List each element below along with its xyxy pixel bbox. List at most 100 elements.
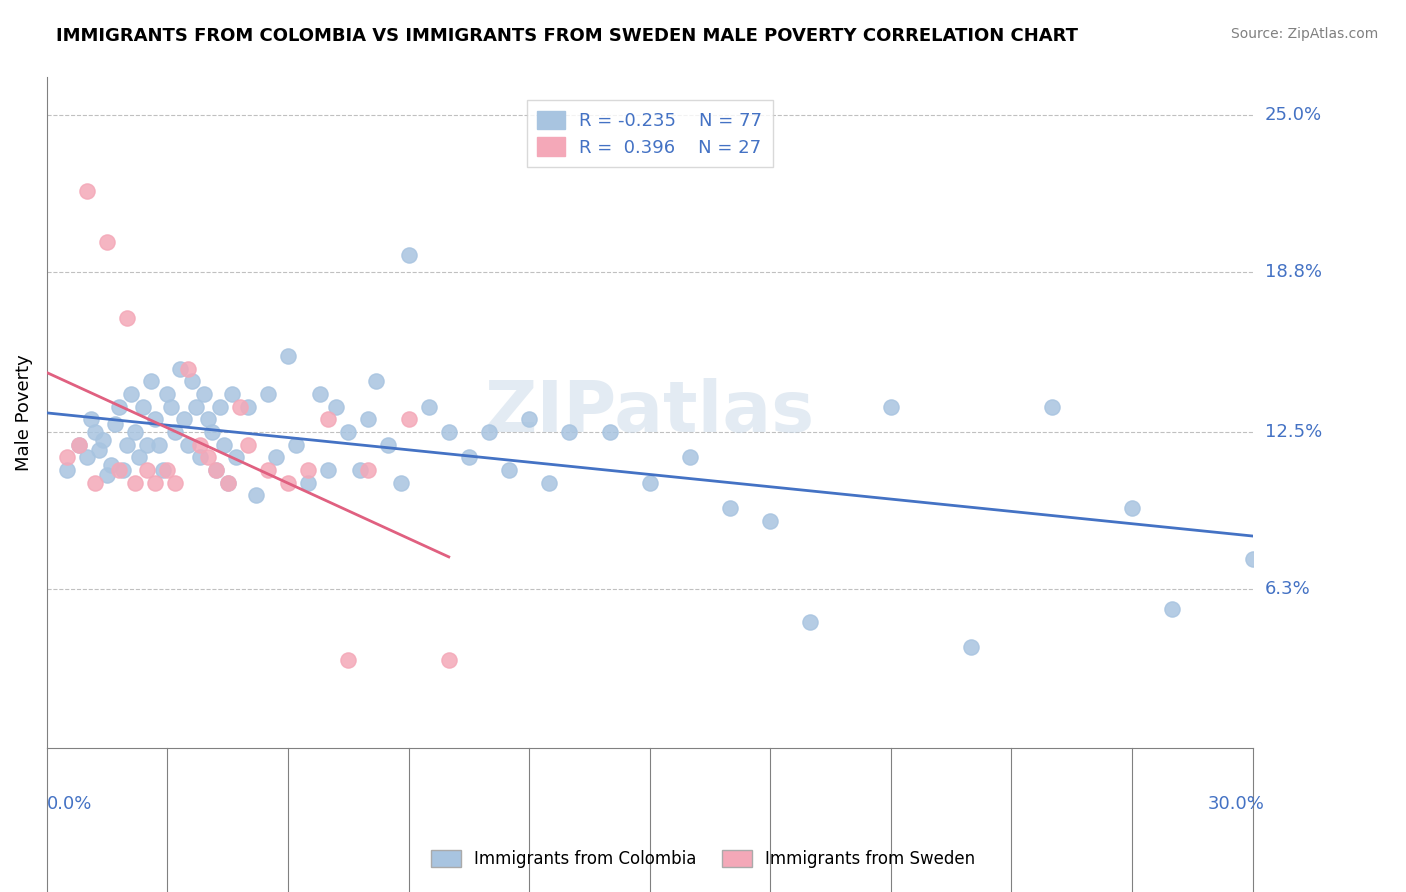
Point xyxy=(104,417,127,432)
Point xyxy=(880,400,903,414)
Text: 25.0%: 25.0% xyxy=(1264,106,1322,124)
Point xyxy=(132,400,155,414)
Point xyxy=(285,437,308,451)
Point xyxy=(1040,400,1063,414)
Point xyxy=(357,463,380,477)
Point xyxy=(638,475,661,490)
Point xyxy=(418,400,440,414)
Point xyxy=(309,387,332,401)
Point xyxy=(389,475,412,490)
Point xyxy=(80,412,103,426)
Text: IMMIGRANTS FROM COLOMBIA VS IMMIGRANTS FROM SWEDEN MALE POVERTY CORRELATION CHAR: IMMIGRANTS FROM COLOMBIA VS IMMIGRANTS F… xyxy=(56,27,1078,45)
Point xyxy=(156,463,179,477)
Point xyxy=(165,425,187,439)
Point xyxy=(538,475,561,490)
Point xyxy=(176,361,198,376)
Point xyxy=(124,475,146,490)
Point xyxy=(145,412,167,426)
Point xyxy=(478,425,501,439)
Point xyxy=(377,437,399,451)
Point xyxy=(517,412,540,426)
Point xyxy=(56,450,79,465)
Point xyxy=(148,437,170,451)
Point xyxy=(437,425,460,439)
Point xyxy=(204,463,226,477)
Point xyxy=(136,437,159,451)
Point xyxy=(229,400,252,414)
Point xyxy=(759,514,782,528)
Point xyxy=(76,450,98,465)
Point xyxy=(217,475,239,490)
Point xyxy=(257,387,280,401)
Point xyxy=(212,437,235,451)
Point xyxy=(349,463,371,477)
Point xyxy=(76,185,98,199)
Point xyxy=(91,433,114,447)
Text: 12.5%: 12.5% xyxy=(1264,423,1322,441)
Point xyxy=(799,615,821,629)
Point xyxy=(173,412,195,426)
Point xyxy=(437,653,460,667)
Point xyxy=(297,463,319,477)
Point xyxy=(188,450,211,465)
Legend: R = -0.235    N = 77, R =  0.396    N = 27: R = -0.235 N = 77, R = 0.396 N = 27 xyxy=(527,100,773,168)
Point xyxy=(84,475,107,490)
Point xyxy=(145,475,167,490)
Point xyxy=(197,450,219,465)
Point xyxy=(193,387,215,401)
Point xyxy=(204,463,226,477)
Point xyxy=(117,311,139,326)
Text: Source: ZipAtlas.com: Source: ZipAtlas.com xyxy=(1230,27,1378,41)
Point xyxy=(1241,551,1264,566)
Point xyxy=(160,400,183,414)
Point xyxy=(156,387,179,401)
Point xyxy=(366,374,388,388)
Text: 18.8%: 18.8% xyxy=(1264,263,1322,281)
Text: ZIPatlas: ZIPatlas xyxy=(485,378,815,448)
Point xyxy=(124,425,146,439)
Point xyxy=(56,463,79,477)
Point xyxy=(457,450,479,465)
Point xyxy=(236,437,259,451)
Point xyxy=(188,437,211,451)
Point xyxy=(197,412,219,426)
Point xyxy=(498,463,520,477)
Point xyxy=(120,387,142,401)
Point xyxy=(84,425,107,439)
Point xyxy=(558,425,581,439)
Point xyxy=(152,463,174,477)
Text: 6.3%: 6.3% xyxy=(1264,580,1310,598)
Point xyxy=(136,463,159,477)
Point xyxy=(316,463,339,477)
Point xyxy=(357,412,380,426)
Point xyxy=(1161,602,1184,616)
Point xyxy=(217,475,239,490)
Point xyxy=(208,400,231,414)
Point xyxy=(718,500,741,515)
Point xyxy=(398,412,420,426)
Point xyxy=(297,475,319,490)
Text: 30.0%: 30.0% xyxy=(1208,796,1264,814)
Point xyxy=(325,400,347,414)
Point xyxy=(141,374,163,388)
Point xyxy=(184,400,207,414)
Point xyxy=(337,425,360,439)
Point xyxy=(679,450,702,465)
Point xyxy=(96,468,118,483)
Point xyxy=(89,442,111,457)
Point xyxy=(180,374,202,388)
Point xyxy=(67,437,90,451)
Point xyxy=(176,437,198,451)
Point xyxy=(96,235,118,249)
Point xyxy=(257,463,280,477)
Point xyxy=(277,475,299,490)
Point xyxy=(245,488,267,502)
Point xyxy=(1121,500,1143,515)
Point xyxy=(112,463,135,477)
Point xyxy=(201,425,224,439)
Y-axis label: Male Poverty: Male Poverty xyxy=(15,355,32,471)
Point xyxy=(221,387,243,401)
Text: 0.0%: 0.0% xyxy=(46,796,93,814)
Point xyxy=(264,450,287,465)
Point xyxy=(398,248,420,262)
